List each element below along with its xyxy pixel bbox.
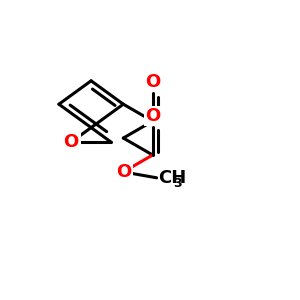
Text: O: O (64, 133, 79, 151)
Text: O: O (145, 73, 160, 91)
Text: O: O (145, 107, 160, 125)
Text: O: O (116, 163, 131, 181)
Text: 3: 3 (173, 177, 182, 190)
Text: CH: CH (158, 169, 186, 187)
